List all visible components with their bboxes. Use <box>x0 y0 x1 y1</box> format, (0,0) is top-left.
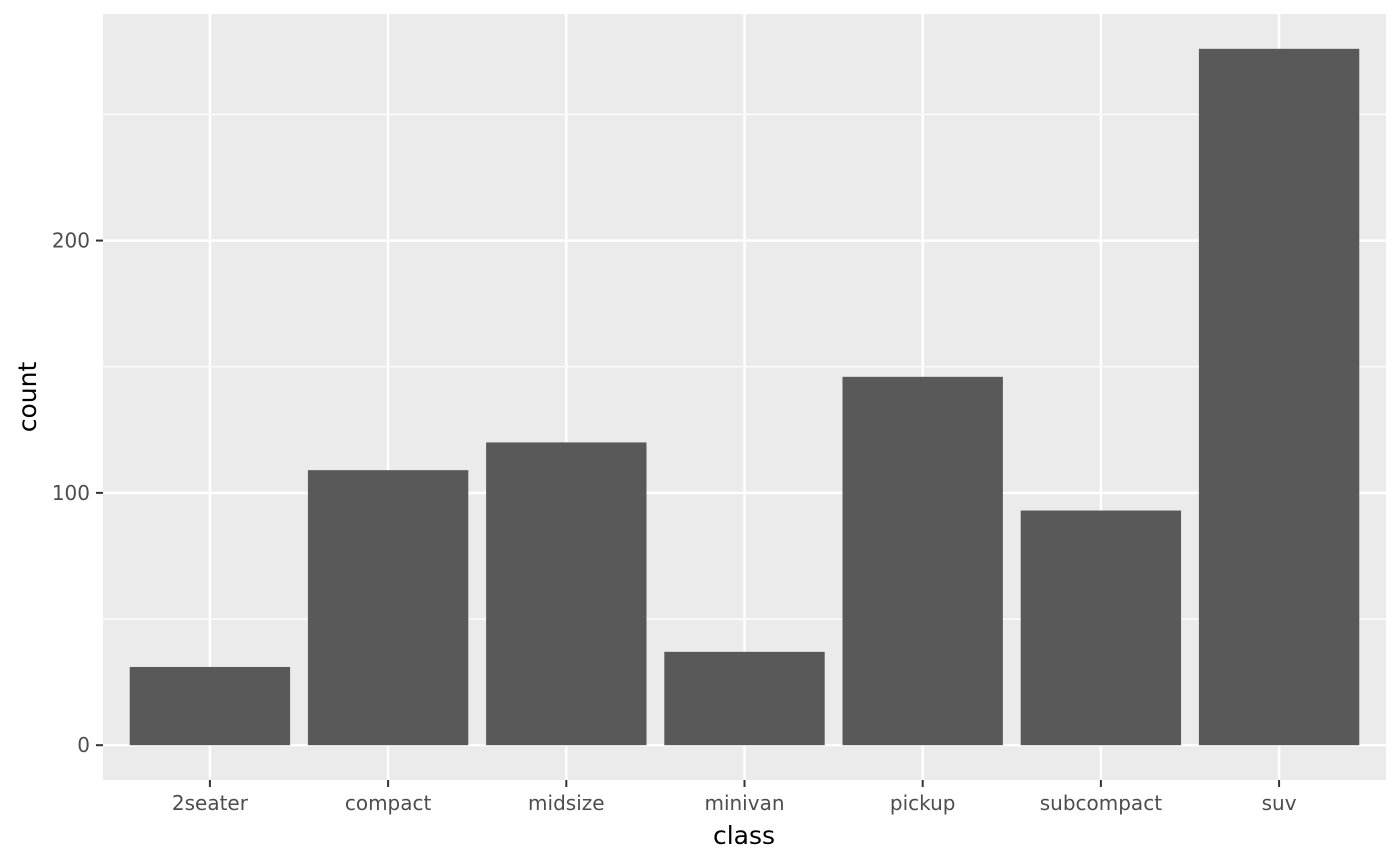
x-tick-label: 2seater <box>172 791 249 815</box>
x-tick-label: midsize <box>528 791 605 815</box>
x-tick-label: pickup <box>890 791 956 815</box>
bar-pickup <box>842 376 1003 746</box>
bars <box>129 48 1360 746</box>
x-tick-label: minivan <box>704 791 784 815</box>
x-tick-label: subcompact <box>1040 791 1162 815</box>
x-axis: 2seater compact midsize minivan pickup subcom… <box>172 780 1297 815</box>
bar-suv <box>1198 48 1360 746</box>
x-tick-label: suv <box>1262 791 1297 815</box>
bar-compact <box>307 470 469 746</box>
y-tick-label: 0 <box>77 733 90 757</box>
bar-2seater <box>129 666 291 746</box>
bar-subcompact <box>1020 510 1182 746</box>
bar-midsize <box>486 442 647 746</box>
x-axis-title: class <box>713 821 775 850</box>
x-tick-label: compact <box>345 791 432 815</box>
y-tick-label: 100 <box>52 481 90 505</box>
y-tick-label: 200 <box>52 229 90 253</box>
y-axis-title: count <box>13 362 42 433</box>
y-axis: 0 100 200 <box>52 229 103 757</box>
bar-minivan <box>664 651 825 746</box>
